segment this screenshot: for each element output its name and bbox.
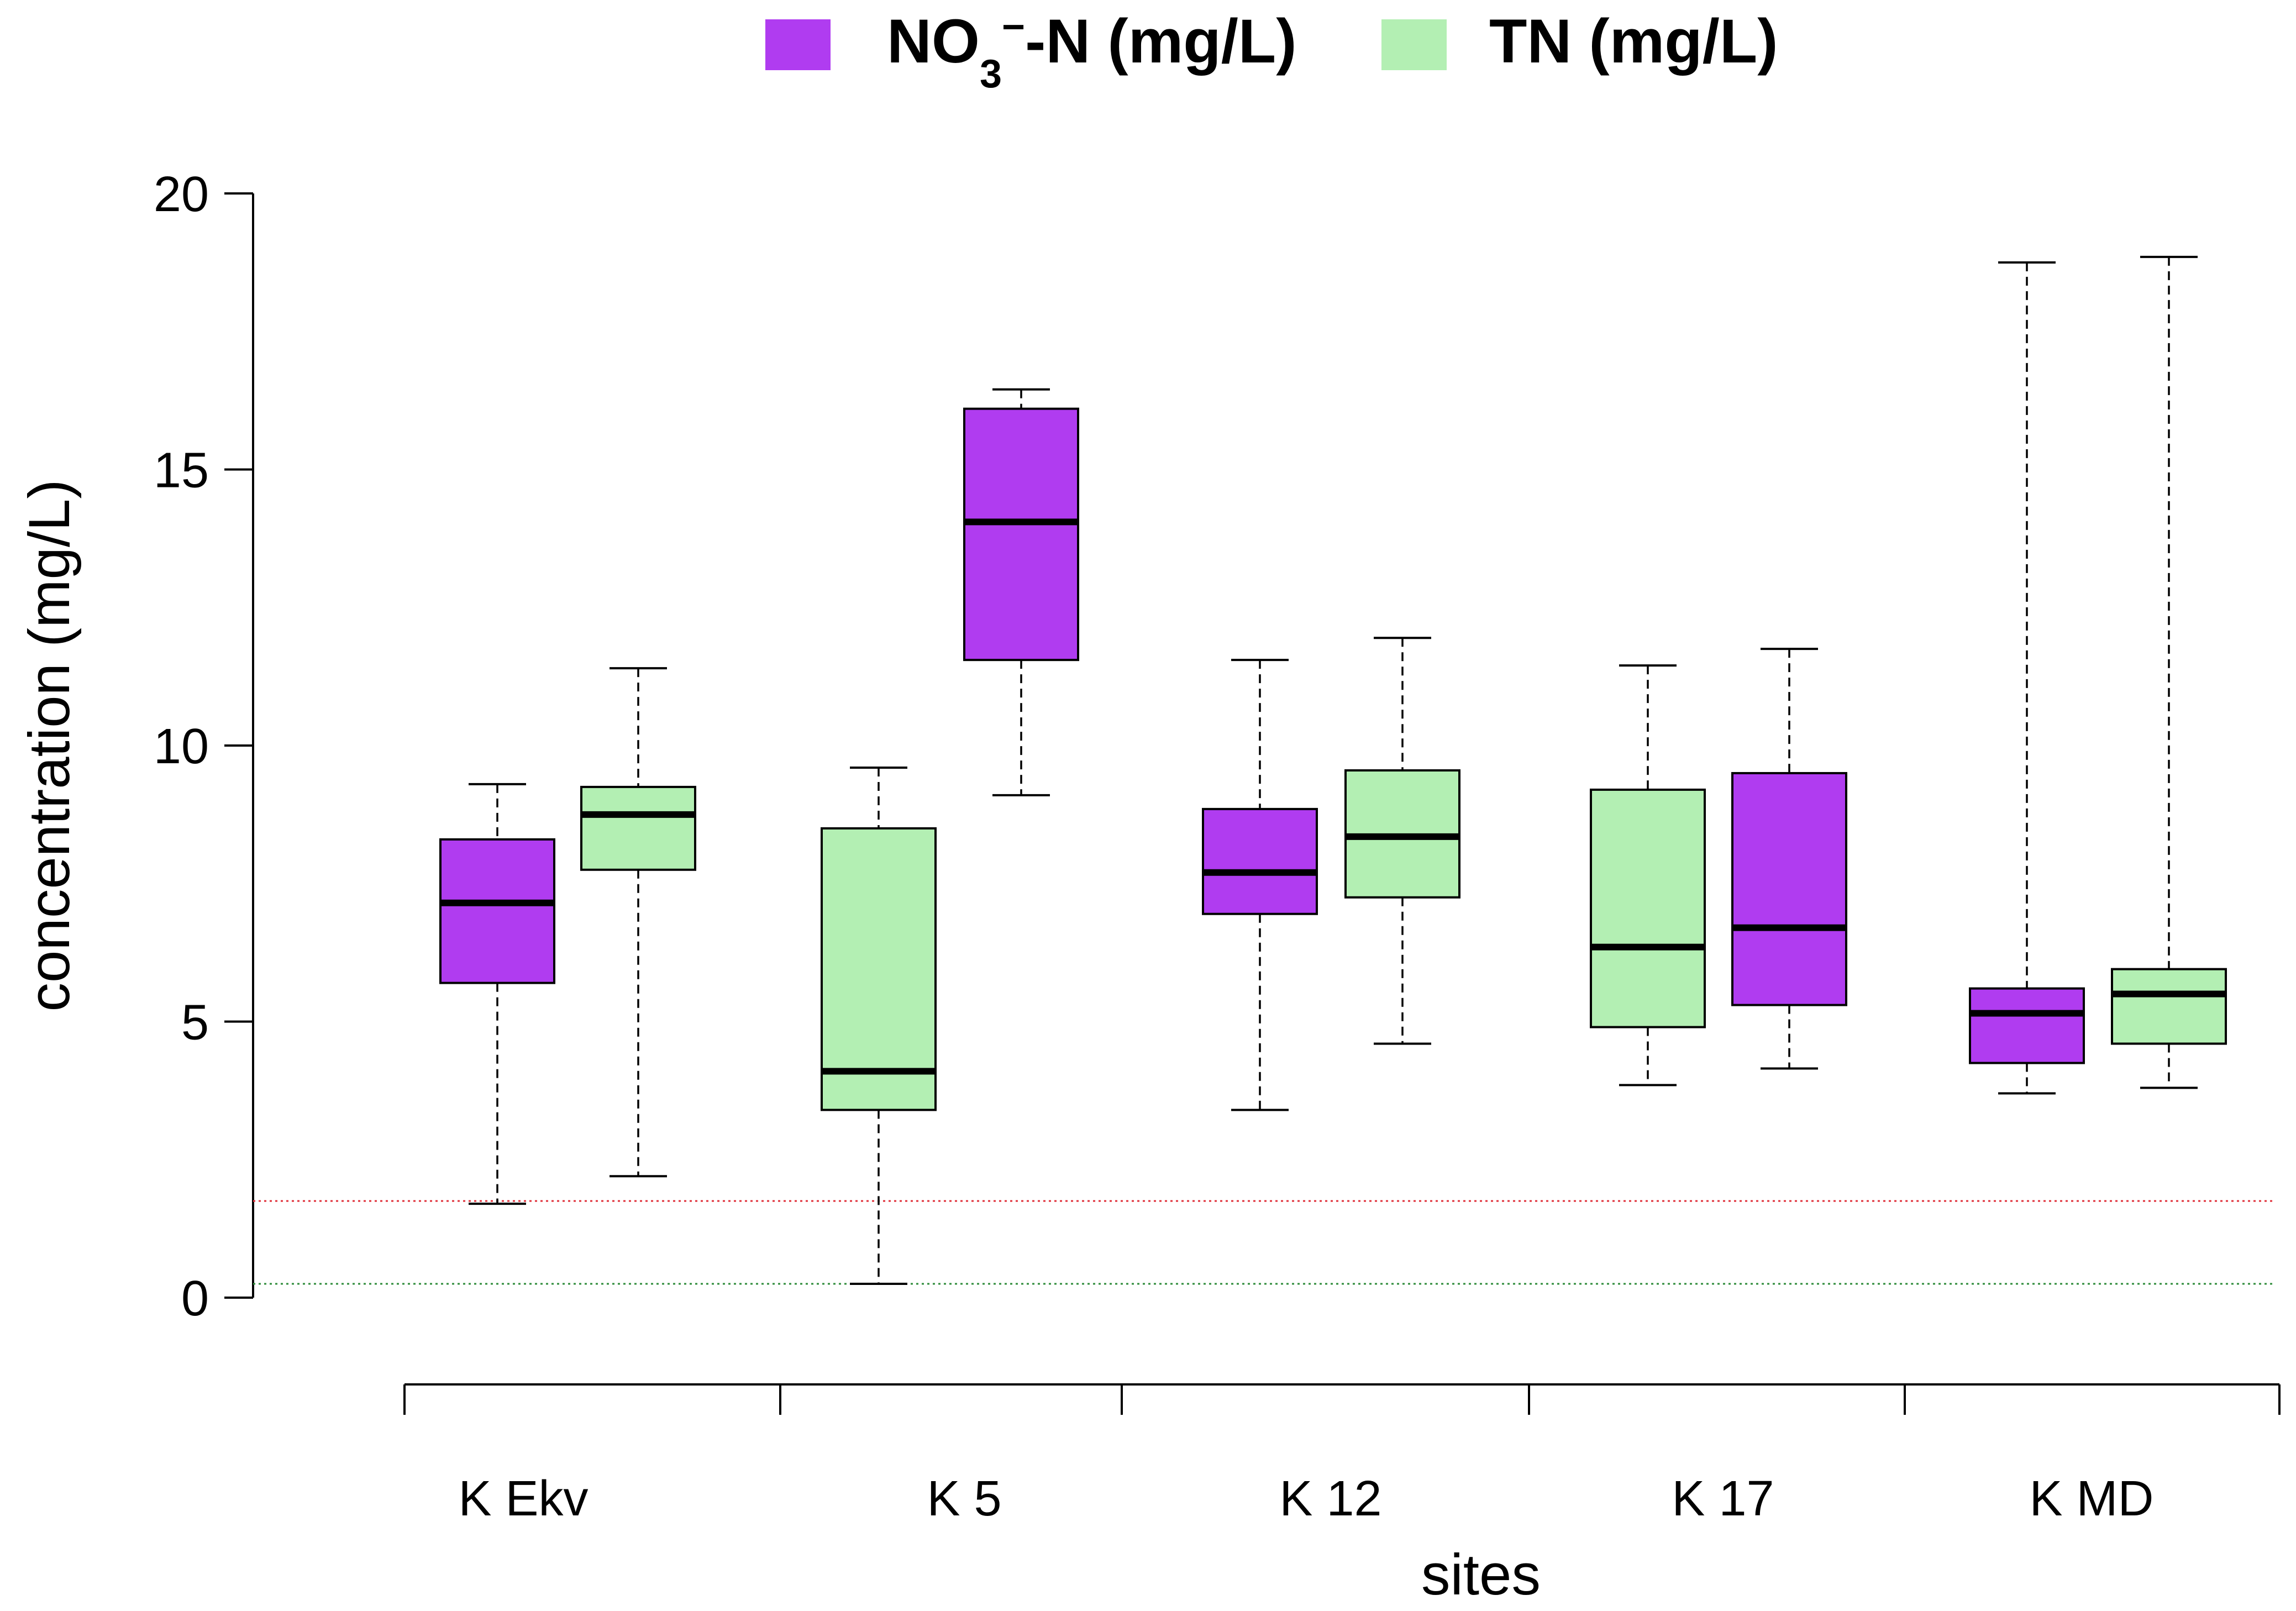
box-no3-n-k-5 bbox=[963, 388, 1079, 796]
y-tick-label: 20 bbox=[154, 167, 209, 222]
x-tick-label: K MD bbox=[2030, 1471, 2154, 1526]
iqr-box bbox=[2111, 968, 2227, 1045]
x-tick-labels: K Ekv K 5 K 12 K 17 K MD bbox=[458, 1471, 2153, 1526]
box-tn-k-12 bbox=[1344, 637, 1460, 1045]
x-axis: K Ekv K 5 K 12 K 17 K MD sites bbox=[403, 1383, 2281, 1607]
y-ticks: 0 5 10 15 20 bbox=[154, 167, 253, 1326]
legend: NO3−-N (mg/L) TN (mg/L) bbox=[765, 5, 1778, 96]
boxes bbox=[439, 255, 2227, 1285]
iqr-box bbox=[1590, 788, 1706, 1028]
y-tick-label: 15 bbox=[154, 443, 209, 498]
x-tick-label: K 12 bbox=[1279, 1471, 1381, 1526]
x-tick-label: K 5 bbox=[927, 1471, 1001, 1526]
box-tn-k-17 bbox=[1590, 664, 1706, 1087]
y-axis-title: concentration (mg/L) bbox=[17, 480, 82, 1012]
box-tn-k-5 bbox=[821, 766, 937, 1285]
legend-label-nitrate: NO3−-N (mg/L) bbox=[887, 5, 1297, 96]
x-tick-label: K 17 bbox=[1672, 1471, 1774, 1526]
iqr-box bbox=[1202, 807, 1318, 915]
x-axis-title: sites bbox=[1421, 1542, 1541, 1607]
iqr-box bbox=[580, 785, 696, 871]
box-no3-n-k-md bbox=[1969, 261, 2085, 1095]
iqr-box bbox=[821, 827, 937, 1111]
y-tick-label: 0 bbox=[181, 1271, 209, 1326]
box-no3-n-k-17 bbox=[1731, 648, 1847, 1070]
box-tn-k-md bbox=[2111, 255, 2227, 1089]
iqr-box bbox=[963, 407, 1079, 662]
y-tick-label: 10 bbox=[154, 719, 209, 774]
box-no3-n-k-12 bbox=[1202, 659, 1318, 1111]
iqr-box bbox=[1969, 987, 2085, 1064]
box-tn-k-ekv bbox=[580, 667, 696, 1178]
x-tick-label: K Ekv bbox=[458, 1471, 588, 1526]
legend-swatch-nitrate bbox=[765, 19, 831, 70]
box-no3-n-k-ekv bbox=[439, 783, 555, 1205]
iqr-box bbox=[439, 838, 555, 984]
x-ticks bbox=[403, 1384, 2281, 1415]
y-tick-label: 5 bbox=[181, 995, 209, 1051]
iqr-box bbox=[1731, 772, 1847, 1006]
legend-swatch-tn bbox=[1381, 19, 1447, 70]
y-axis: 0 5 10 15 20 concentration (mg/L) bbox=[17, 167, 254, 1326]
reference-lines bbox=[253, 1200, 2274, 1285]
legend-label-tn: TN (mg/L) bbox=[1489, 7, 1778, 76]
